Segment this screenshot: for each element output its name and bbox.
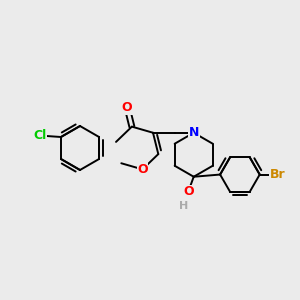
Text: H: H <box>178 201 188 212</box>
Text: O: O <box>183 185 194 198</box>
Text: O: O <box>122 101 132 114</box>
Text: N: N <box>188 126 199 139</box>
Text: O: O <box>137 163 148 176</box>
Text: Br: Br <box>269 168 285 181</box>
Text: Cl: Cl <box>33 129 47 142</box>
